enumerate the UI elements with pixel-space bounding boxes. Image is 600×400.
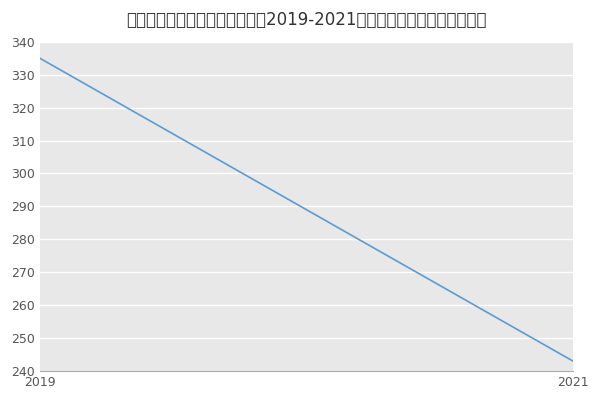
- Title: 兰州理工大学信号与信息处理（2019-2021历年复试）研究生录取分数线: 兰州理工大学信号与信息处理（2019-2021历年复试）研究生录取分数线: [126, 11, 487, 29]
